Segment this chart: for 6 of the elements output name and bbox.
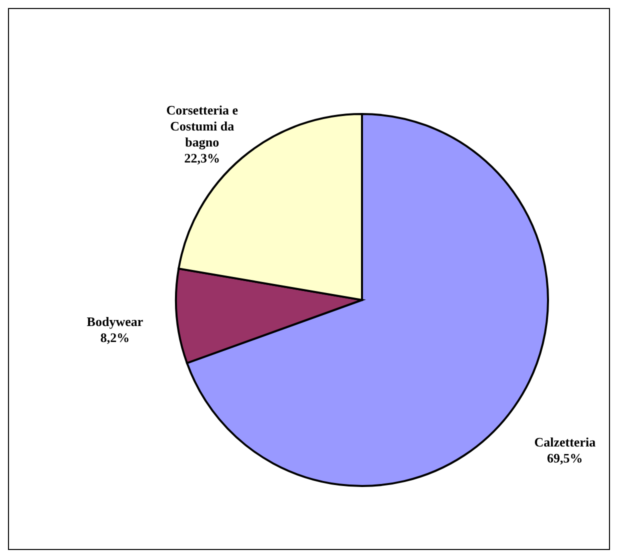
data-label: 69,5%	[547, 450, 583, 466]
slice-label: Bodywear	[86, 314, 144, 329]
slice-label: Corsetteria e Costumi da bagno	[166, 102, 238, 150]
slice-label: Calzetteria	[534, 434, 596, 450]
data-label: 22,3%	[184, 150, 220, 166]
data-label: 8,2%	[100, 330, 130, 345]
